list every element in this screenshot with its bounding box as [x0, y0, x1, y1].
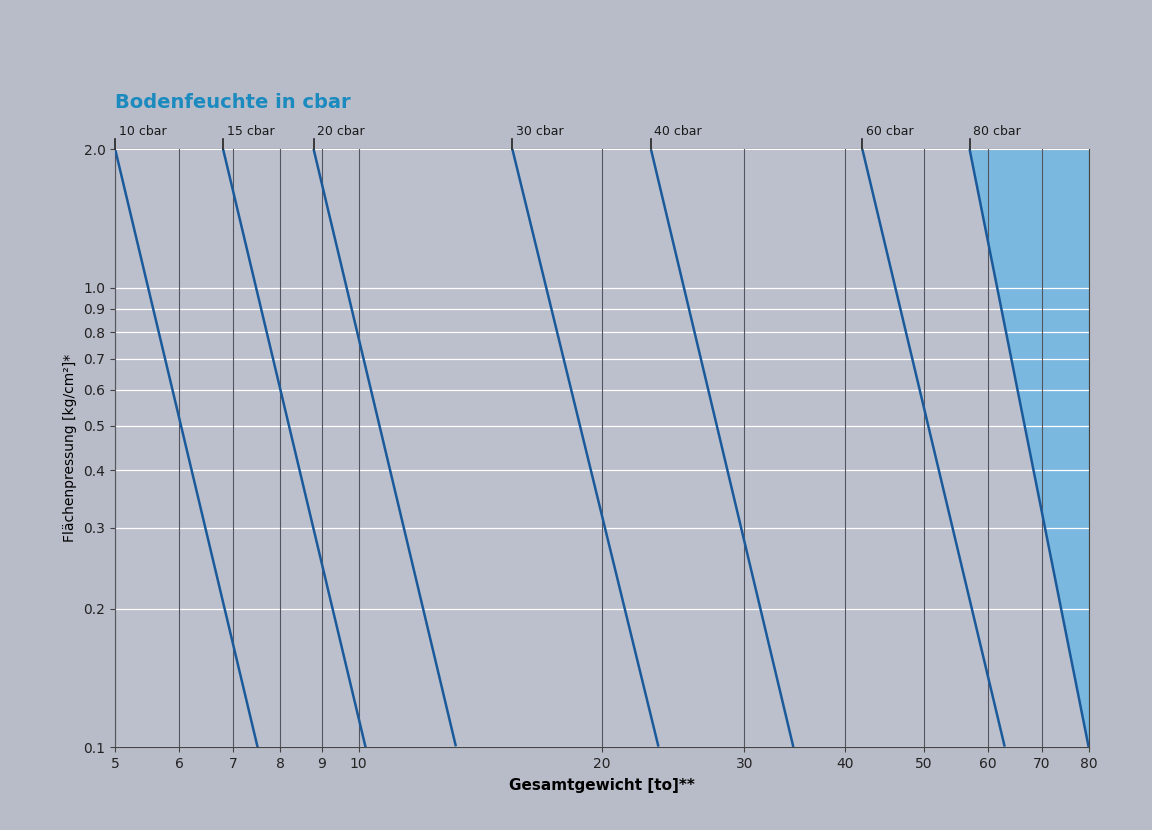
- Y-axis label: Flächenpressung [kg/cm²]*: Flächenpressung [kg/cm²]*: [62, 354, 76, 542]
- Text: 80 cbar: 80 cbar: [973, 124, 1021, 138]
- X-axis label: Gesamtgewicht [to]**: Gesamtgewicht [to]**: [509, 778, 695, 793]
- Text: 30 cbar: 30 cbar: [516, 124, 563, 138]
- Text: 10 cbar: 10 cbar: [119, 124, 166, 138]
- Text: 15 cbar: 15 cbar: [227, 124, 274, 138]
- Text: 40 cbar: 40 cbar: [654, 124, 702, 138]
- Text: Bodenfeuchte in cbar: Bodenfeuchte in cbar: [115, 93, 351, 112]
- Text: 20 cbar: 20 cbar: [317, 124, 365, 138]
- Text: 60 cbar: 60 cbar: [866, 124, 914, 138]
